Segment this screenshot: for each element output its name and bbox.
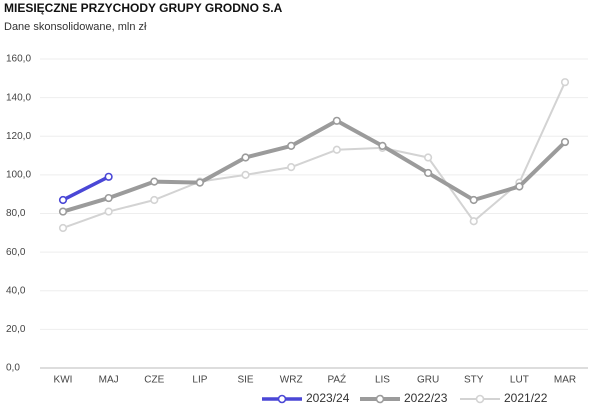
data-point — [58, 223, 68, 233]
legend-label: 2023/24 — [306, 391, 350, 405]
chart-subtitle: Dane skonsolidowane, mln zł — [4, 21, 147, 33]
x-tick-label: LIP — [192, 375, 207, 386]
data-point — [58, 195, 68, 205]
legend-marker — [475, 394, 485, 404]
x-tick-label: MAJ — [99, 375, 119, 386]
x-tick-label: KWI — [54, 375, 73, 386]
x-tick-label: LIS — [375, 375, 390, 386]
y-tick-label: 100,0 — [6, 170, 31, 181]
legend-label: 2022/23 — [404, 391, 448, 405]
data-point — [104, 193, 113, 203]
data-point — [104, 172, 113, 181]
chart-title: MIESIĘCZNE PRZYCHODY GRUPY GRODNO S.A — [4, 1, 283, 15]
x-tick-label: CZE — [144, 375, 164, 386]
legend-marker — [375, 394, 385, 404]
legend-marker — [277, 394, 287, 404]
series-line — [62, 81, 566, 229]
y-tick-label: 140,0 — [6, 92, 31, 103]
data-point — [469, 195, 478, 205]
legend-label: 2021/22 — [504, 391, 548, 405]
data-point — [287, 141, 296, 151]
data-point — [195, 178, 205, 187]
data-point — [560, 137, 570, 147]
data-point — [423, 168, 433, 178]
y-tick-label: 0,0 — [6, 363, 20, 374]
data-point — [378, 141, 387, 151]
data-point — [241, 170, 250, 179]
x-tick-label: SIE — [237, 375, 253, 386]
y-tick-label: 60,0 — [6, 247, 26, 258]
y-tick-label: 120,0 — [6, 131, 31, 142]
data-point — [560, 78, 570, 87]
x-tick-label: LUT — [510, 375, 529, 386]
y-tick-label: 160,0 — [6, 54, 31, 65]
x-tick-label: WRZ — [280, 375, 303, 386]
series-line — [62, 118, 567, 214]
x-tick-label: MAR — [554, 375, 576, 386]
data-point — [332, 116, 341, 125]
data-point — [287, 163, 296, 172]
data-point — [423, 153, 433, 162]
x-tick-label: PAŹ — [327, 373, 346, 386]
data-point — [58, 207, 68, 216]
data-point — [150, 195, 159, 205]
series-line — [62, 175, 110, 202]
data-point — [150, 177, 159, 186]
data-point — [332, 145, 341, 154]
data-point — [515, 182, 524, 191]
y-tick-label: 20,0 — [6, 324, 26, 335]
data-point — [104, 207, 113, 216]
y-tick-label: 80,0 — [6, 208, 26, 219]
y-tick-label: 40,0 — [6, 285, 26, 296]
x-tick-label: GRU — [417, 375, 439, 386]
data-point — [241, 153, 250, 162]
data-point — [469, 217, 478, 226]
x-tick-label: STY — [464, 375, 484, 386]
